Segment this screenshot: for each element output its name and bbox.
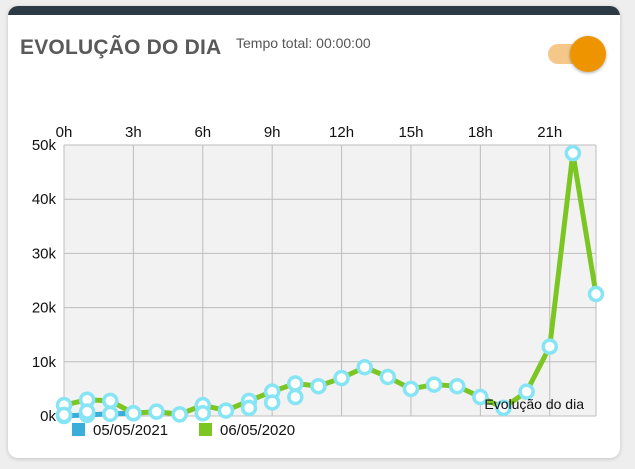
data-point [263,394,281,411]
data-point-series-2 [356,358,373,376]
y-tick-label: 50k [32,137,57,154]
legend-swatch-1 [72,423,85,436]
data-point-series-1 [102,405,119,423]
x-tick-label: 12h [329,124,354,141]
data-point-series-2 [495,399,512,417]
data-point-series-2 [379,368,397,386]
data-point [240,399,258,417]
data-point [78,403,96,420]
data-point-series-2 [518,383,535,400]
data-point-series-2 [472,388,489,406]
evolution-card: EVOLUÇÃO DO DIA Tempo total: 00:00:00 0h… [8,6,620,458]
data-point [55,406,73,424]
data-point-series-2 [310,377,327,395]
data-point-series-2 [102,392,119,410]
x-tick-label: 21h [537,124,562,141]
legend-label-1: 05/05/2021 [93,422,168,439]
chart-description: Evolução do dia [484,396,584,412]
x-tick-label: 9h [264,124,281,141]
data-point-series-2 [287,375,304,392]
toggle-knob [570,36,606,72]
data-point-series-2 [148,403,165,420]
y-tick-label: 0k [40,408,56,425]
legend-swatch-2 [199,423,212,436]
y-tick-label: 10k [32,354,57,371]
plot-background [64,145,596,416]
day-evolution-chart: 0h 3h 6h 9h 12h 15h 18h 21h 0k 10k 20k 30k 40k 50k Evo… [32,124,605,439]
data-point-series-2 [125,405,142,422]
data-point-series-2 [448,377,466,395]
data-point-series-2 [217,402,235,419]
y-tick-label: 20k [32,300,57,317]
data-point-series-2 [541,338,558,355]
x-tick-label: 0h [56,124,73,141]
card-top-bar [8,6,620,15]
data-point-series-2 [425,376,443,393]
y-tick-label: 40k [32,191,57,208]
compare-toggle[interactable] [548,36,606,72]
x-tick-label: 18h [468,124,493,141]
x-tick-label: 3h [125,124,142,141]
series-line-1 [61,410,136,419]
data-point-series-2 [402,380,420,398]
data-point [194,405,212,422]
data-point [287,388,304,406]
x-tick-label: 6h [194,124,211,141]
card-title: EVOLUÇÃO DO DIA [20,36,222,59]
data-point-series-2 [587,285,605,303]
x-tick-label: 15h [398,124,423,141]
total-time-label: Tempo total: 00:00:00 [236,35,371,51]
y-tick-label: 30k [32,245,57,262]
legend-label-2: 06/05/2020 [220,422,295,439]
data-point-series-2 [564,144,582,162]
data-point-series-2 [171,406,188,423]
data-point-series-2 [333,369,350,387]
